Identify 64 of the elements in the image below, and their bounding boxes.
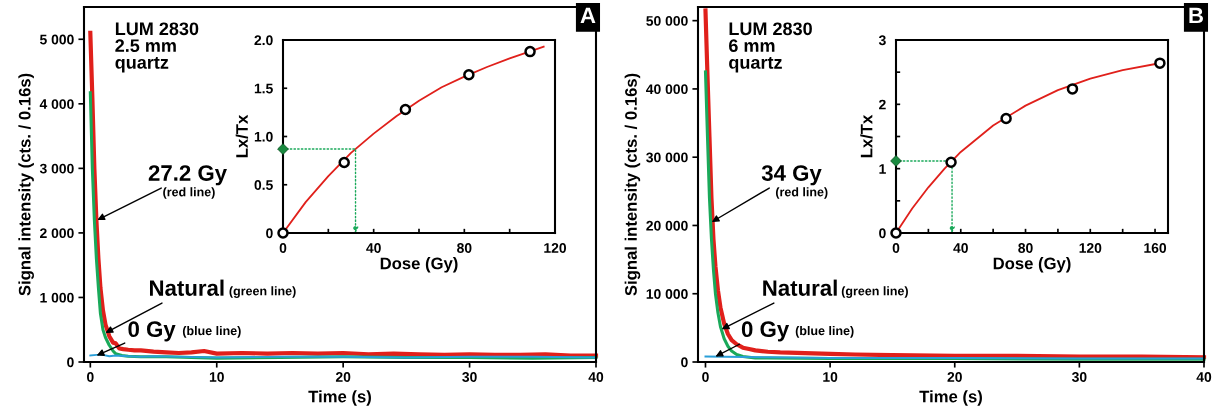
x-tick-label: 40 xyxy=(366,243,381,253)
y-tick-label: 30 000 xyxy=(646,152,688,163)
y-tick-label: 1 000 xyxy=(40,292,74,303)
annotation: (red line) xyxy=(163,187,215,199)
y-tick-label: 20 000 xyxy=(646,220,688,231)
y-tick-label: 2.0 xyxy=(254,35,273,46)
x-tick-label: 30 xyxy=(1071,372,1087,382)
x-axis-title: Time (s) xyxy=(308,390,371,406)
y-tick-label: 40 000 xyxy=(646,84,688,95)
x-tick-label: 120 xyxy=(544,243,567,253)
annotation: Natural xyxy=(150,279,224,296)
annotation: 0 Gy xyxy=(741,321,790,342)
y-tick-label: 1.0 xyxy=(254,131,273,142)
x-tick-label: 40 xyxy=(588,372,604,382)
y-axis-title: Signal intensity (cts. / 0.16s) xyxy=(624,73,641,296)
y-axis-title: Lx/Tx xyxy=(860,114,873,158)
annotation: (red line) xyxy=(775,187,828,199)
y-tick-label: 3 xyxy=(878,35,886,46)
y-tick-label: 2 000 xyxy=(40,228,74,239)
y-tick-label: 1 xyxy=(879,164,886,174)
y-tick-label: 1.5 xyxy=(254,83,273,94)
y-axis-title: Signal intensity (cts. / 0.16s) xyxy=(18,73,34,296)
y-tick-label: 0 xyxy=(67,357,74,368)
y-tick-label: 2 xyxy=(879,99,886,110)
annotation: 34 Gy xyxy=(761,165,822,186)
x-tick-label: 80 xyxy=(1018,243,1033,253)
y-axis-title: Lx/Tx xyxy=(235,114,249,158)
y-tick-label: 10 000 xyxy=(646,289,688,299)
annotation: (blue line) xyxy=(795,326,854,338)
annotation: (green line) xyxy=(841,286,908,298)
annotation: 0 Gy xyxy=(128,321,176,342)
x-tick-label: 0 xyxy=(87,372,94,382)
y-tick-label: 3 000 xyxy=(39,163,74,174)
x-tick-label: 120 xyxy=(1079,243,1102,253)
x-tick-label: 40 xyxy=(953,243,968,253)
x-tick-label: 20 xyxy=(947,372,962,382)
x-axis-title: Time (s) xyxy=(919,390,982,406)
x-tick-label: 20 xyxy=(335,372,351,382)
x-tick-label: 160 xyxy=(1144,243,1167,253)
x-tick-label: 80 xyxy=(457,243,472,253)
y-tick-label: 0 xyxy=(681,357,688,368)
x-tick-label: 10 xyxy=(823,372,838,382)
annotation: B xyxy=(1189,7,1203,24)
annotation: (green line) xyxy=(229,286,296,298)
annotation: 27.2 Gy xyxy=(148,165,227,186)
x-tick-label: 0 xyxy=(702,372,709,382)
y-tick-label: 5 000 xyxy=(39,34,74,45)
y-tick-label: 4 000 xyxy=(39,99,74,109)
annotation: A xyxy=(580,7,596,24)
x-tick-label: 40 xyxy=(1196,372,1212,382)
annotation: LUM 2830 2.5 mm quartz xyxy=(115,22,199,73)
y-tick-label: 0 xyxy=(266,228,273,239)
x-axis-title: Dose (Gy) xyxy=(380,257,458,273)
x-tick-label: 10 xyxy=(209,372,224,382)
annotation: LUM 2830 6 mm quartz xyxy=(729,22,812,73)
y-tick-label: 50 000 xyxy=(646,15,688,26)
x-tick-label: 0 xyxy=(892,243,900,253)
y-tick-label: 0.5 xyxy=(254,180,273,190)
x-tick-label: 30 xyxy=(462,372,477,382)
y-tick-label: 0 xyxy=(879,228,886,239)
annotation: (blue line) xyxy=(182,326,241,338)
annotation: Natural xyxy=(763,279,837,296)
x-axis-title: Dose (Gy) xyxy=(993,257,1071,273)
x-tick-label: 0 xyxy=(279,243,287,253)
